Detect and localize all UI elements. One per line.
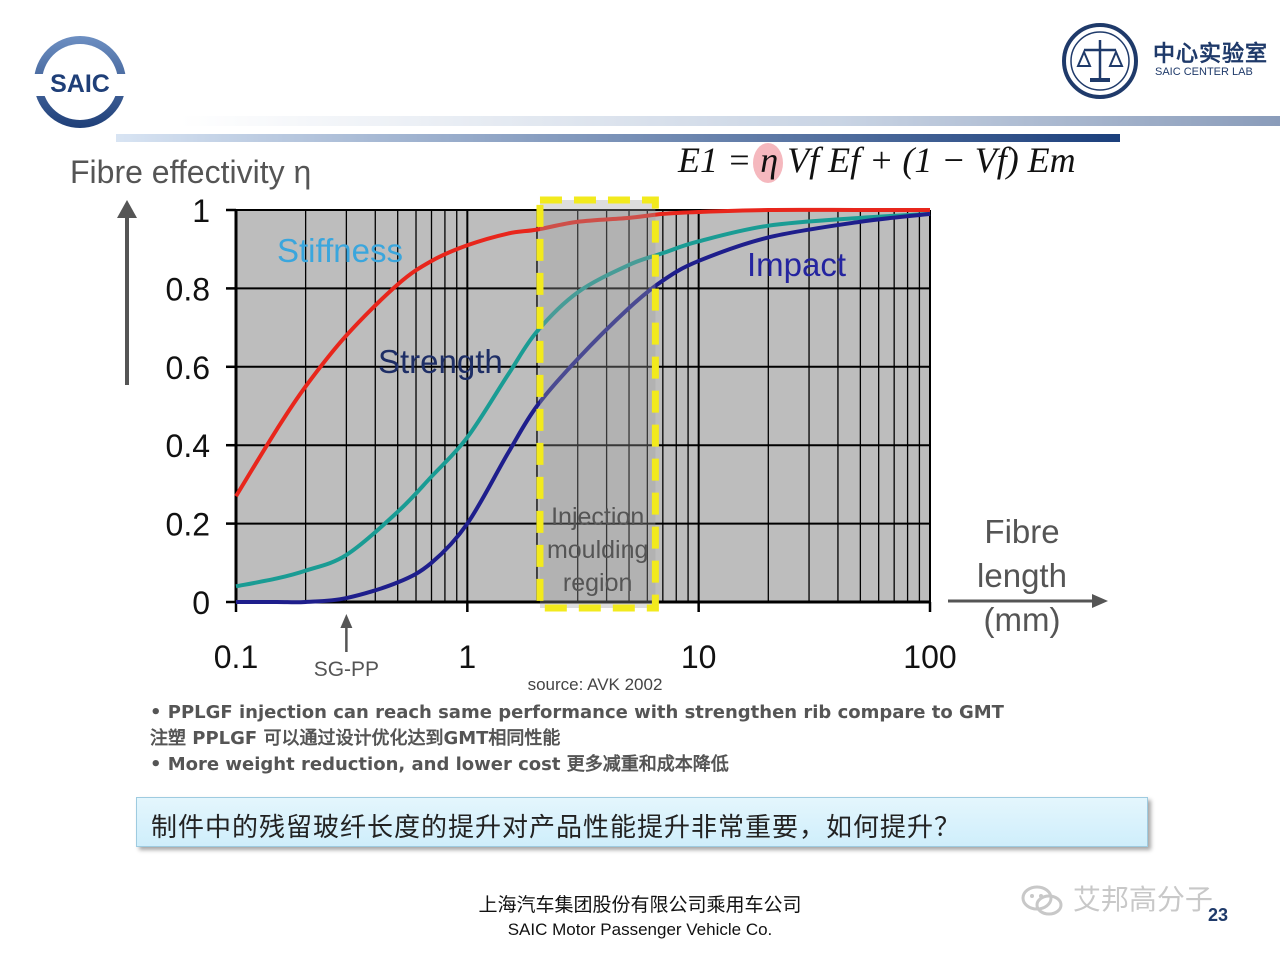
x-axis-label-line: length xyxy=(977,557,1067,594)
wechat-icon xyxy=(1021,885,1063,916)
y-tick-label: 0.4 xyxy=(166,428,210,464)
saic-logo-text: SAIC xyxy=(50,70,110,98)
watermark: 艾邦高分子 xyxy=(1020,878,1213,918)
series-label-stiffness: Stiffness xyxy=(277,232,403,269)
injection-moulding-region xyxy=(536,196,659,612)
watermark-text: 艾邦高分子 xyxy=(1072,883,1213,916)
formula: E1 = η Vf Ef + (1 − Vf) Em xyxy=(677,140,1076,180)
sg-pp-label: SG-PP xyxy=(314,658,379,681)
region-label-line: Injection xyxy=(551,503,644,531)
y-tick-label: 0.8 xyxy=(166,271,210,307)
series-label-strength: Strength xyxy=(378,343,503,380)
bullet-3: • More weight reduction, and lower cost … xyxy=(150,754,729,775)
y-tick-label: 1 xyxy=(192,193,210,229)
callout-text: 制件中的残留玻纤长度的提升对产品性能提升非常重要，如何提升？ xyxy=(151,813,962,843)
center-lab-title-en: SAIC CENTER LAB xyxy=(1155,66,1253,78)
formula-highlight xyxy=(753,143,783,183)
x-tick-label: 0.1 xyxy=(214,639,258,675)
plot-area xyxy=(236,210,930,602)
x-axis-label-line: Fibre xyxy=(984,513,1059,550)
series-line-stiffness xyxy=(234,207,930,498)
y-axis-label: Fibre effectivity η xyxy=(70,154,311,190)
bullet-2: 注塑 PPLGF 可以通过设计优化达到GMT相同性能 xyxy=(150,728,561,749)
x-tick-label: 10 xyxy=(681,639,717,675)
x-tick-label: 100 xyxy=(903,639,956,675)
callout-box: 制件中的残留玻纤长度的提升对产品性能提升非常重要，如何提升？ xyxy=(136,797,1148,847)
center-lab-title-cn: 中心实验室 xyxy=(1153,42,1269,67)
region-label-line: moulding xyxy=(547,536,648,564)
bullet-list: • PPLGF injection can reach same perform… xyxy=(150,700,1050,778)
x-axis-label-line: (mm) xyxy=(984,601,1061,638)
source-note: source: AVK 2002 xyxy=(528,675,663,694)
saic-logo: SAIC xyxy=(32,36,128,128)
footer: 上海汽车集团股份有限公司乘用车公司 SAIC Motor Passenger V… xyxy=(440,890,840,940)
y-tick-label: 0.6 xyxy=(166,350,210,386)
footer-company-en: SAIC Motor Passenger Vehicle Co. xyxy=(507,920,773,939)
x-axis-arrowhead xyxy=(1092,594,1108,608)
series-line-strength xyxy=(235,211,931,589)
series-line-impact xyxy=(235,211,931,605)
y-tick-label: 0.2 xyxy=(166,507,210,543)
footer-company-cn: 上海汽车集团股份有限公司乘用车公司 xyxy=(478,894,802,916)
sg-pp-arrowhead xyxy=(340,614,353,628)
y-axis-arrowhead xyxy=(117,200,137,218)
fibre-effectivity-chart: 0 0.2 0.4 0.6 0.8 1 0.1 1 10 100 Injection mouldin… xyxy=(70,140,1108,694)
header-divider xyxy=(116,116,1280,142)
bullet-1: • PPLGF injection can reach same perform… xyxy=(150,702,1004,723)
region-label-line: region xyxy=(563,569,633,597)
page-number: 23 xyxy=(1208,905,1229,925)
y-tick-label: 0 xyxy=(192,585,210,621)
x-tick-label: 1 xyxy=(458,639,476,675)
series-label-impact: Impact xyxy=(747,246,846,283)
center-lab-logo xyxy=(1062,23,1138,99)
